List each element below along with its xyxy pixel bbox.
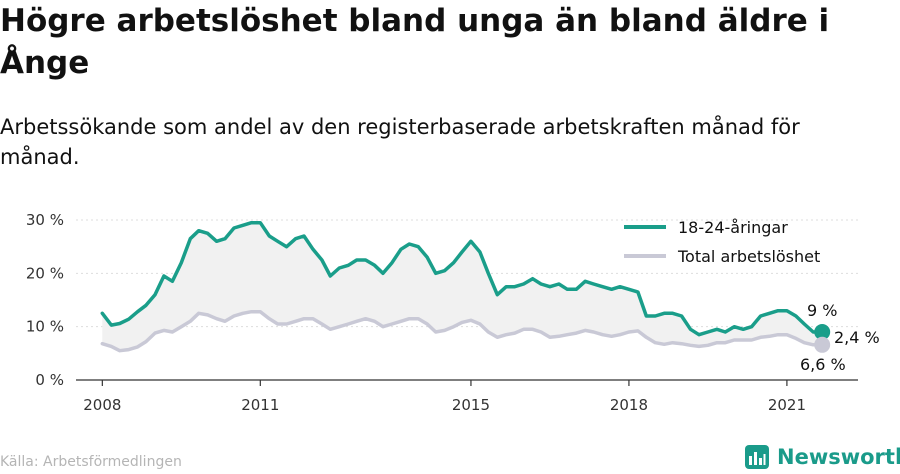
legend: 18-24-åringar Total arbetslöshet <box>624 218 820 266</box>
y-tick-label: 20 % <box>26 264 64 282</box>
y-tick-label: 10 % <box>26 318 64 336</box>
brand: Newsworthy <box>745 440 900 474</box>
end-marker-youth <box>814 324 831 340</box>
series-line-youth <box>100 220 824 337</box>
x-tick-label: 2018 <box>610 396 648 414</box>
x-tick-label: 2011 <box>241 396 279 414</box>
end-label-youth: 9 % <box>807 301 837 320</box>
y-tick-label: 0 % <box>35 371 64 389</box>
source-note: Källa: Arbetsförmedlingen <box>0 454 182 470</box>
legend-label-total: Total arbetslöshet <box>677 247 820 266</box>
brand-name: Newsworthy <box>777 445 900 469</box>
x-tick-label: 2008 <box>83 396 121 414</box>
line-chart: 0 % 10 % 20 % 30 % 2008 2011 2015 2018 2021 18-2… <box>26 211 880 414</box>
x-tick-label: 2021 <box>768 396 806 414</box>
end-marker-total <box>814 336 831 353</box>
axes: 0 % 10 % 20 % 30 % 2008 2011 2015 2018 2021 <box>26 211 858 414</box>
gap-band-area <box>102 222 823 351</box>
legend-label-youth: 18-24-åringar <box>678 218 788 237</box>
chart-subtitle: Arbetssökande som andel av den registerb… <box>0 115 800 169</box>
end-markers <box>814 324 831 353</box>
x-tick-label: 2015 <box>452 396 490 414</box>
chart-title: Högre arbetslöshet bland unga än bland ä… <box>0 3 830 81</box>
bar-chart-logo-icon <box>745 445 769 469</box>
series-line-total <box>100 309 824 353</box>
end-label-band: 2,4 % <box>834 328 880 347</box>
end-label-total: 6,6 % <box>800 355 846 374</box>
y-tick-label: 30 % <box>26 211 64 229</box>
